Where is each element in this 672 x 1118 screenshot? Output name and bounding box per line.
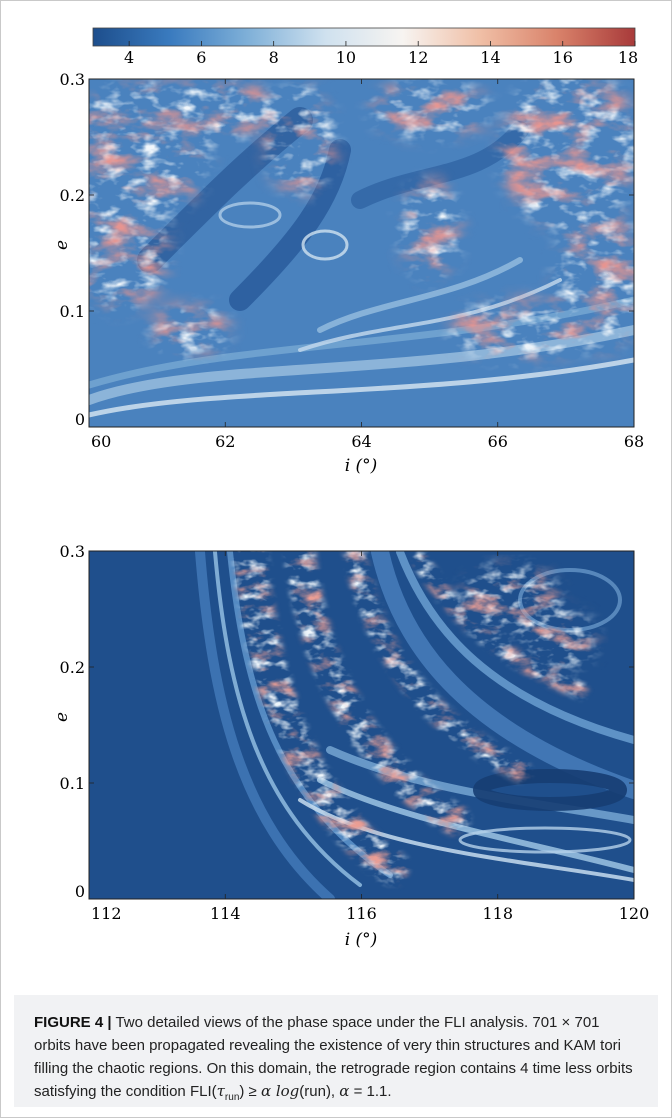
plot1-ylabel: e: [52, 240, 72, 250]
plot2-ylabel: e: [52, 712, 72, 722]
plot2-axes: 112 114 116 118 120 0 0.1 0.2 0.3: [60, 542, 650, 923]
caption-alpha-log: α log: [260, 1082, 300, 1100]
plot1-xtick-label: 66: [488, 432, 508, 451]
colorbar-tick-label: 6: [196, 48, 206, 67]
plot1-xtick-label: 68: [624, 432, 644, 451]
colorbar-tick-label: 10: [336, 48, 356, 67]
caption-run-sub: run: [224, 1092, 240, 1103]
colorbar-tick-label: 18: [618, 48, 638, 67]
plot2-xtick-label: 118: [482, 904, 513, 923]
plot2-xtick-label: 112: [91, 904, 122, 923]
colorbar-tick-label: 16: [553, 48, 573, 67]
plot-retrograde: 112 114 116 118 120 0 0.1 0.2 0.3 e i (°): [52, 542, 649, 950]
figure-caption: FIGURE 4 | Two detailed views of the pha…: [14, 995, 658, 1107]
caption-run-arg: (run),: [299, 1083, 340, 1100]
plot1-xtick-label: 60: [91, 432, 111, 451]
plot1-ytick-label: 0.2: [60, 186, 85, 205]
plot-prograde: 60 62 64 66 68 0 0.1 0.2 0.3 e i (°): [52, 70, 644, 476]
plot1-xtick-label: 64: [351, 432, 371, 451]
caption-tau: τ: [216, 1082, 225, 1100]
colorbar-tick-label: 12: [408, 48, 428, 67]
plot1-ytick-label: 0: [75, 410, 85, 429]
plot1-ytick-label: 0.3: [60, 70, 85, 89]
caption-alpha: α: [339, 1082, 350, 1100]
plot1-ytick-label: 0.1: [60, 302, 85, 321]
caption-cond: ) ≥: [239, 1083, 261, 1100]
plot1-axes: 60 62 64 66 68 0 0.1 0.2 0.3: [60, 70, 645, 451]
caption-alpha-val: = 1.1.: [349, 1083, 392, 1100]
caption-fli: FLI(: [189, 1083, 217, 1100]
plot1-xlabel: i (°): [345, 456, 378, 476]
plot2-ytick-label: 0: [75, 882, 85, 901]
plot2-ytick-label: 0.3: [60, 542, 85, 561]
colorbar-tick-label: 4: [124, 48, 134, 67]
plot1-chaotic-texture: [89, 79, 634, 427]
plot2-ytick-label: 0.2: [60, 658, 85, 677]
colorbar-ticks: 4 6 8 10 12 14 16 18: [124, 41, 638, 67]
plot2-chaotic-texture: [89, 551, 634, 899]
colorbar: 4 6 8 10 12 14 16 18: [92, 27, 638, 67]
colorbar-tick-label: 8: [269, 48, 279, 67]
plot1-xtick-label: 62: [215, 432, 235, 451]
caption-label: FIGURE 4 |: [34, 1014, 112, 1031]
plot2-xtick-label: 114: [210, 904, 241, 923]
plot2-ytick-label: 0.1: [60, 774, 85, 793]
colorbar-bar: [92, 27, 636, 47]
figure-canvas: 4 6 8 10 12 14 16 18: [52, 27, 649, 950]
plot2-xlabel: i (°): [345, 930, 378, 950]
plot2-xtick-label: 116: [346, 904, 377, 923]
plot2-xtick-label: 120: [619, 904, 650, 923]
caption-text: Two detailed views of the phase space un…: [34, 1014, 633, 1100]
colorbar-tick-label: 14: [480, 48, 500, 67]
